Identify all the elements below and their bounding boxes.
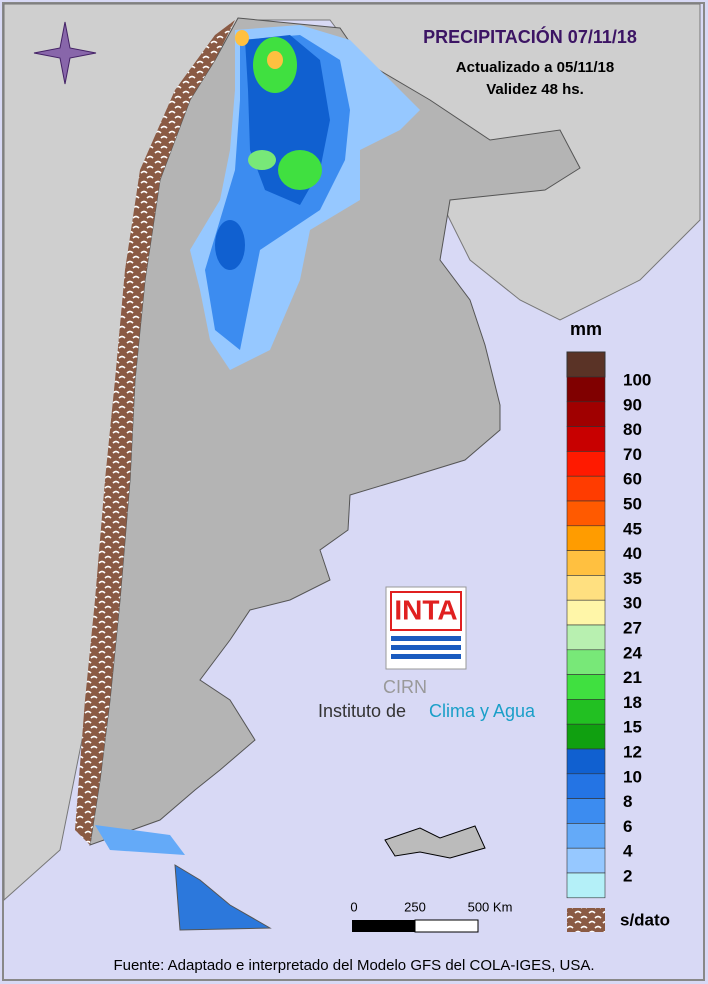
legend-label: 40 (623, 544, 642, 563)
legend-label: 50 (623, 494, 642, 513)
legend-label: 70 (623, 445, 642, 464)
falklands (384, 825, 486, 859)
precip-south (95, 825, 185, 855)
precip-north (190, 25, 420, 370)
legend-swatch (566, 699, 606, 725)
legend-label: 15 (623, 718, 642, 737)
logo-stripe (391, 636, 461, 641)
legend-swatch (566, 575, 606, 601)
legend-no-data: s/dato (620, 910, 670, 929)
logo-name-prefix: Instituto de (318, 701, 406, 721)
legend-swatch (566, 376, 606, 403)
logo-brand: INTA (394, 594, 457, 625)
legend-label: 27 (623, 618, 642, 637)
legend-label: 2 (623, 866, 632, 885)
legend-label: 6 (623, 817, 632, 836)
legend-swatch (566, 451, 606, 477)
legend-swatch (566, 773, 606, 799)
validity: Validez 48 hs. (486, 81, 584, 98)
legend-label: 24 (623, 643, 642, 662)
legend-label: 4 (623, 842, 633, 861)
legend-label: 18 (623, 693, 642, 712)
legend-label: 90 (623, 395, 642, 414)
legend-label: 60 (623, 470, 642, 489)
logo-frame (390, 591, 462, 631)
legend-label: 8 (623, 792, 632, 811)
legend-swatch (566, 872, 606, 899)
updated: Actualizado a 05/11/18 (456, 59, 614, 76)
legend-swatch (566, 723, 606, 750)
legend-swatch-top (566, 351, 606, 378)
legend-swatch (566, 475, 606, 502)
compass (33, 21, 97, 85)
legend-swatch (566, 748, 606, 775)
legend-swatch (566, 649, 606, 675)
legend-label: 30 (623, 594, 642, 613)
legend-label: 10 (623, 767, 642, 786)
legend-label: 21 (623, 668, 642, 687)
legend-swatch (566, 426, 606, 452)
legend-swatch (566, 624, 606, 651)
legend-label: 80 (623, 420, 642, 439)
no-data-area (75, 20, 235, 845)
legend-swatch (566, 823, 606, 849)
legend-label: 45 (623, 519, 642, 538)
scale-label: 250 (404, 899, 426, 914)
footer: Fuente: Adaptado e interpretado del Mode… (113, 957, 594, 974)
logo-stripe (391, 654, 461, 659)
legend-swatch (566, 674, 606, 700)
legend-swatch (566, 550, 606, 576)
logo-stripe (391, 645, 461, 650)
logo-unit: CIRN (383, 677, 427, 697)
legend-swatch (566, 500, 606, 527)
legend-unit: mm (570, 319, 602, 339)
legend-swatch (566, 847, 606, 874)
scale-bar (414, 919, 479, 933)
scale-bar (352, 920, 415, 932)
scale-label: 500 Km (468, 899, 513, 914)
legend-swatch (566, 525, 606, 551)
legend-no-data-swatch (567, 908, 605, 932)
legend-swatch (566, 401, 606, 427)
legend-swatch (566, 599, 606, 626)
scale-label: 0 (350, 899, 357, 914)
legend-swatch (566, 798, 606, 824)
logo-name-highlight: Clima y Agua (429, 701, 536, 721)
legend: 100 90 80 70 60 50 45 40 35 30 27 24 21 18 15 12 10 8 6 4 2 (566, 370, 651, 899)
legend-label: 12 (623, 742, 642, 761)
title: PRECIPITACIÓN 07/11/18 (423, 26, 637, 47)
legend-label: 35 (623, 569, 642, 588)
legend-label: 100 (623, 370, 651, 389)
tierra-del-fuego (174, 864, 272, 931)
